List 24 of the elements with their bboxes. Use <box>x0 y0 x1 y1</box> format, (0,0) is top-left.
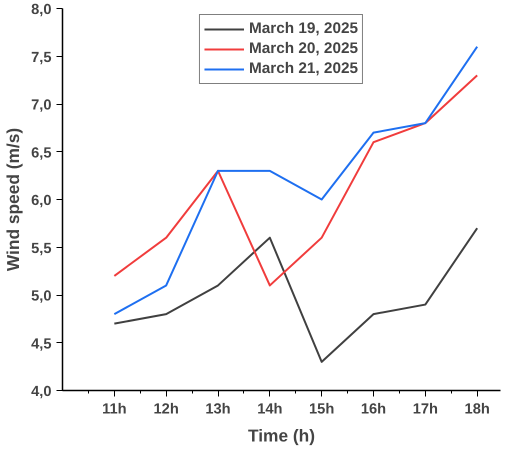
y-tick-label: 7,0 <box>31 98 52 114</box>
y-tick-label: 8,0 <box>31 2 52 18</box>
line-series <box>113 227 478 363</box>
y-tick-label: 5,0 <box>31 288 52 304</box>
y-tick-label: 6,5 <box>31 145 52 162</box>
line-series <box>113 74 478 286</box>
x-tick-label: 11h <box>102 402 127 418</box>
y-tick-label: 4,0 <box>31 384 52 400</box>
y-tick-label: 7,5 <box>31 50 52 66</box>
x-tick-label: 15h <box>309 402 334 418</box>
y-tick-label: 4,5 <box>31 336 52 352</box>
x-tick-label: 16h <box>360 402 386 418</box>
x-tick-label: 13h <box>205 402 231 418</box>
x-tick-label: 17h <box>412 402 438 418</box>
x-tick-label: 14h <box>257 402 283 418</box>
x-tick-label: 18h <box>464 402 490 418</box>
legend-label: March 21, 2025 <box>248 60 358 78</box>
legend-label: March 20, 2025 <box>248 40 358 58</box>
y-axis-title: Wind speed (m/s) <box>3 128 24 272</box>
legend-label: March 19, 2025 <box>248 20 358 38</box>
x-axis-title: Time (h) <box>248 426 316 446</box>
y-tick-label: 5,5 <box>31 240 52 257</box>
y-tick-label: 6,0 <box>31 193 52 209</box>
x-tick-label: 12h <box>154 402 179 418</box>
